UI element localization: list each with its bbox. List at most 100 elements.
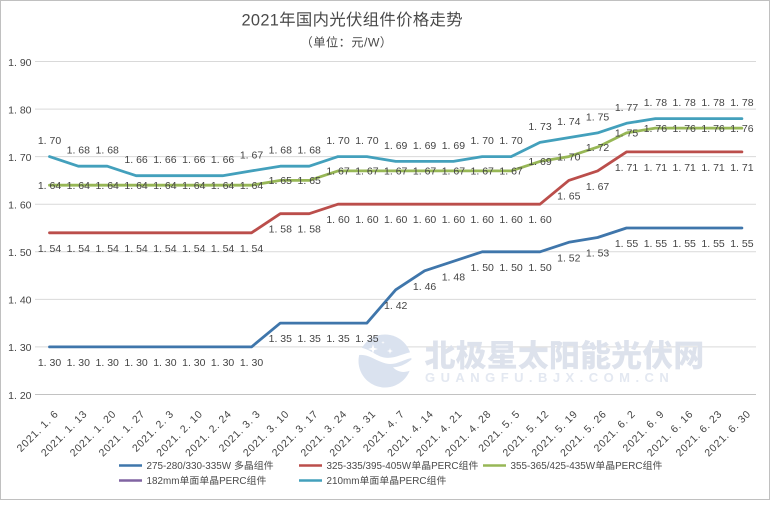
svg-text:1. 78: 1. 78 [701, 97, 725, 109]
svg-text:1. 30: 1. 30 [38, 357, 62, 369]
svg-text:1. 64: 1. 64 [211, 180, 235, 192]
svg-text:1. 66: 1. 66 [182, 154, 206, 166]
svg-text:1. 71: 1. 71 [615, 162, 639, 174]
svg-text:1. 69: 1. 69 [528, 156, 552, 168]
svg-text:1. 55: 1. 55 [615, 238, 639, 250]
svg-text:1. 30: 1. 30 [240, 357, 264, 369]
svg-text:1. 48: 1. 48 [442, 271, 466, 283]
svg-text:1. 67: 1. 67 [413, 166, 437, 178]
svg-text:1. 64: 1. 64 [96, 180, 120, 192]
svg-text:1. 30: 1. 30 [211, 357, 235, 369]
svg-text:1. 67: 1. 67 [499, 166, 523, 178]
svg-text:PERC: PERC [615, 461, 642, 472]
svg-text:1. 64: 1. 64 [182, 180, 206, 192]
svg-text:1. 72: 1. 72 [586, 142, 610, 154]
svg-text:1. 54: 1. 54 [240, 243, 264, 255]
svg-text:1. 71: 1. 71 [673, 162, 697, 174]
svg-text:1. 66: 1. 66 [211, 154, 235, 166]
svg-text:1. 50: 1. 50 [8, 247, 32, 259]
svg-text:1. 30: 1. 30 [153, 357, 177, 369]
svg-text:1. 67: 1. 67 [442, 166, 466, 178]
svg-text:1. 55: 1. 55 [701, 238, 725, 250]
svg-text:1. 65: 1. 65 [298, 175, 322, 187]
svg-text:1. 60: 1. 60 [413, 214, 437, 226]
svg-text:1. 76: 1. 76 [644, 123, 668, 135]
svg-text:1. 60: 1. 60 [355, 214, 379, 226]
svg-text:1. 78: 1. 78 [673, 97, 697, 109]
svg-text:1. 71: 1. 71 [730, 162, 754, 174]
svg-text:1. 60: 1. 60 [528, 214, 552, 226]
svg-text:1. 30: 1. 30 [182, 357, 206, 369]
svg-text:1. 70: 1. 70 [499, 135, 523, 147]
svg-text:1. 70: 1. 70 [8, 152, 32, 164]
svg-text:1. 64: 1. 64 [38, 180, 62, 192]
svg-text:1. 65: 1. 65 [557, 190, 581, 202]
svg-text:1. 67: 1. 67 [586, 181, 610, 193]
svg-text:/W: /W [364, 36, 380, 50]
svg-text:1. 70: 1. 70 [326, 135, 350, 147]
svg-text:1. 68: 1. 68 [96, 145, 120, 157]
svg-text:1. 76: 1. 76 [701, 123, 725, 135]
svg-text:1. 60: 1. 60 [471, 214, 495, 226]
svg-text:1. 54: 1. 54 [67, 243, 91, 255]
svg-text:2021: 2021 [242, 11, 280, 29]
svg-text:1. 60: 1. 60 [326, 214, 350, 226]
svg-text:1. 70: 1. 70 [38, 135, 62, 147]
svg-text:1. 76: 1. 76 [730, 123, 754, 135]
svg-text:1. 30: 1. 30 [124, 357, 148, 369]
svg-text:1. 67: 1. 67 [471, 166, 495, 178]
svg-text:1. 46: 1. 46 [413, 281, 437, 293]
svg-text:1. 70: 1. 70 [557, 151, 581, 163]
svg-text:1. 68: 1. 68 [269, 145, 293, 157]
svg-text:1. 54: 1. 54 [153, 243, 177, 255]
svg-text:182mm: 182mm [147, 476, 180, 487]
svg-text:1. 78: 1. 78 [730, 97, 754, 109]
svg-text:PERC: PERC [219, 476, 246, 487]
svg-text:1. 60: 1. 60 [499, 214, 523, 226]
svg-text:1. 73: 1. 73 [528, 121, 552, 133]
svg-text:1. 60: 1. 60 [8, 200, 32, 212]
svg-text:1. 69: 1. 69 [413, 140, 437, 152]
svg-text:1. 64: 1. 64 [240, 180, 264, 192]
svg-text:1. 77: 1. 77 [615, 102, 639, 114]
svg-text:1. 35: 1. 35 [269, 333, 293, 345]
svg-text:1. 35: 1. 35 [298, 333, 322, 345]
svg-text:1. 69: 1. 69 [442, 140, 466, 152]
svg-text:1. 30: 1. 30 [96, 357, 120, 369]
svg-text:1. 54: 1. 54 [38, 243, 62, 255]
svg-text:1. 35: 1. 35 [326, 333, 350, 345]
svg-text:1. 50: 1. 50 [528, 262, 552, 274]
svg-text:1. 54: 1. 54 [124, 243, 148, 255]
svg-text:1. 55: 1. 55 [673, 238, 697, 250]
svg-text:1. 40: 1. 40 [8, 295, 32, 307]
svg-text:1. 68: 1. 68 [67, 145, 91, 157]
svg-text:1. 90: 1. 90 [8, 57, 32, 69]
svg-text:1. 67: 1. 67 [240, 149, 264, 161]
svg-text:325-335/395-405W: 325-335/395-405W [327, 461, 412, 472]
svg-text:1. 55: 1. 55 [730, 238, 754, 250]
svg-text:1. 75: 1. 75 [615, 128, 639, 140]
svg-text:1. 60: 1. 60 [442, 214, 466, 226]
svg-text:1. 65: 1. 65 [269, 175, 293, 187]
svg-text:1. 58: 1. 58 [269, 224, 293, 236]
svg-text:1. 76: 1. 76 [673, 123, 697, 135]
svg-text:1. 42: 1. 42 [384, 300, 408, 312]
svg-text:1. 66: 1. 66 [124, 154, 148, 166]
svg-text:1. 67: 1. 67 [326, 166, 350, 178]
svg-text:210mm: 210mm [327, 476, 360, 487]
svg-text:1. 70: 1. 70 [355, 135, 379, 147]
svg-text:1. 80: 1. 80 [8, 104, 32, 116]
svg-text:1. 68: 1. 68 [298, 145, 322, 157]
svg-text:PERC: PERC [431, 461, 458, 472]
svg-text:1. 74: 1. 74 [557, 116, 581, 128]
svg-text:1. 35: 1. 35 [355, 333, 379, 345]
svg-text:1. 52: 1. 52 [557, 252, 581, 264]
svg-text:1. 58: 1. 58 [298, 224, 322, 236]
svg-text:1. 54: 1. 54 [182, 243, 206, 255]
svg-text:1. 54: 1. 54 [96, 243, 120, 255]
svg-text:1. 54: 1. 54 [211, 243, 235, 255]
svg-text:1. 30: 1. 30 [8, 342, 32, 354]
svg-text:1. 75: 1. 75 [586, 111, 610, 123]
svg-text:GUANGFU.BJX.COM.CN: GUANGFU.BJX.COM.CN [425, 370, 674, 385]
svg-text:PERC: PERC [399, 476, 426, 487]
